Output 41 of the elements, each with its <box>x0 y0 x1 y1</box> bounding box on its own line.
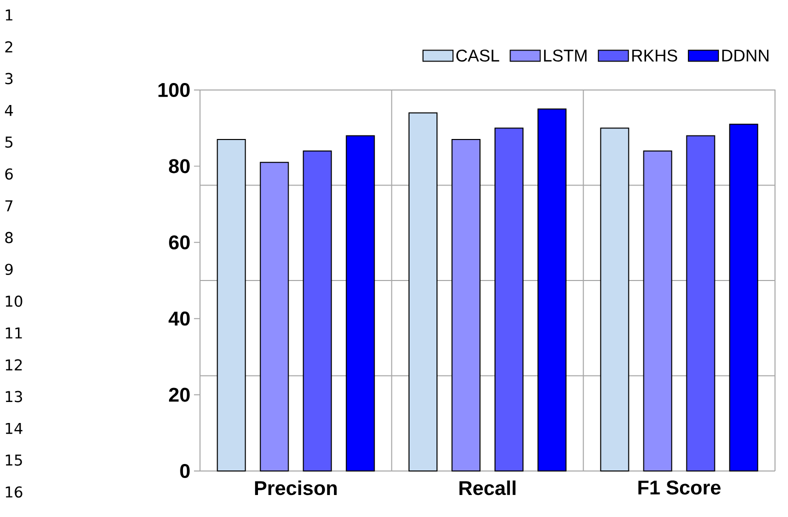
legend-label: RKHS <box>632 50 678 62</box>
text: 16 <box>6 486 22 498</box>
text: 8 <box>5 232 13 244</box>
bar <box>216 139 246 472</box>
bar <box>302 150 332 472</box>
legend-label: CASL <box>456 50 500 62</box>
y-tick-label: 60 <box>169 235 190 250</box>
bar <box>260 162 289 472</box>
bar <box>686 135 716 472</box>
text: 13 <box>6 390 22 402</box>
y-tick-label: 100 <box>158 82 190 98</box>
text: 12 <box>6 359 22 370</box>
text: 5 <box>5 136 12 148</box>
y-tick-label: 20 <box>169 388 190 402</box>
text: 7 <box>5 200 12 212</box>
legend-label: LSTM <box>544 50 586 62</box>
legend-label: DDNN <box>722 50 768 62</box>
x-tick-label: F1 Score <box>638 480 721 495</box>
bar <box>643 150 672 472</box>
x-tick-label: Recall <box>459 480 516 496</box>
y-tick-label: 0 <box>180 464 190 478</box>
bar <box>494 128 524 472</box>
bar <box>600 128 630 472</box>
bar <box>408 112 438 472</box>
y-tick-label: 40 <box>168 312 190 326</box>
y-tick-label: 80 <box>168 159 190 174</box>
text: 15 <box>6 454 22 466</box>
text: 9 <box>5 264 13 276</box>
bar <box>452 139 481 472</box>
text: 11 <box>6 328 22 338</box>
bar <box>538 108 567 472</box>
text: 6 <box>5 168 13 180</box>
text: 2 <box>5 41 12 52</box>
bar <box>346 135 375 472</box>
x-tick-label: Precison <box>255 480 337 496</box>
bar <box>729 124 758 472</box>
text: 1 <box>6 10 12 20</box>
text: 10 <box>6 296 22 307</box>
text: 4 <box>4 104 13 116</box>
text: 14 <box>6 422 22 434</box>
text: 3 <box>5 72 13 84</box>
